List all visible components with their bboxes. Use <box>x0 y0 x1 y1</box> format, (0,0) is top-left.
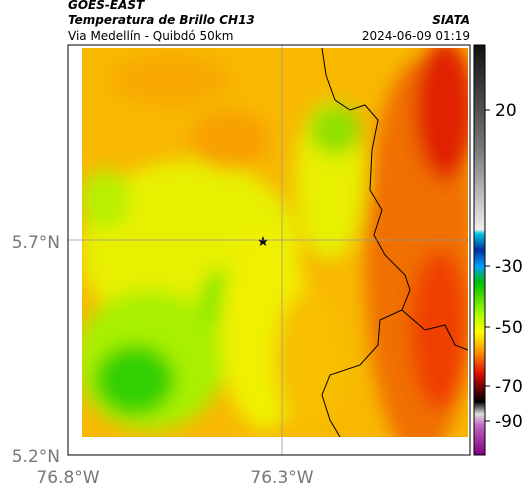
colorbar-tick-label: -90 <box>495 412 523 432</box>
datetime: 2024-06-09 01:19 <box>362 29 470 43</box>
colorbar <box>473 44 486 456</box>
lon-label: 76.8°W <box>36 468 99 488</box>
map-frame <box>67 44 471 456</box>
colorbar-tick-label: -50 <box>495 318 523 338</box>
temperature-field <box>82 48 468 437</box>
region: Via Medellín - Quibdó 50km <box>68 29 233 43</box>
colorbar-tick-label: 20 <box>495 101 517 121</box>
lat-label: 5.2°N <box>12 447 60 467</box>
colorbar-ticks: 20 -30 -50 -70 -90 <box>485 101 523 432</box>
satellite: GOES-EAST <box>68 0 145 12</box>
lat-label: 5.7°N <box>12 233 60 253</box>
source: SIATA <box>432 13 470 27</box>
colorbar-tick-label: -30 <box>495 257 523 277</box>
colorbar-tick-label: -70 <box>495 377 523 397</box>
location-marker <box>257 236 269 246</box>
product: Temperatura de Brillo CH13 <box>68 13 255 27</box>
lon-label: 76.3°W <box>250 468 313 488</box>
